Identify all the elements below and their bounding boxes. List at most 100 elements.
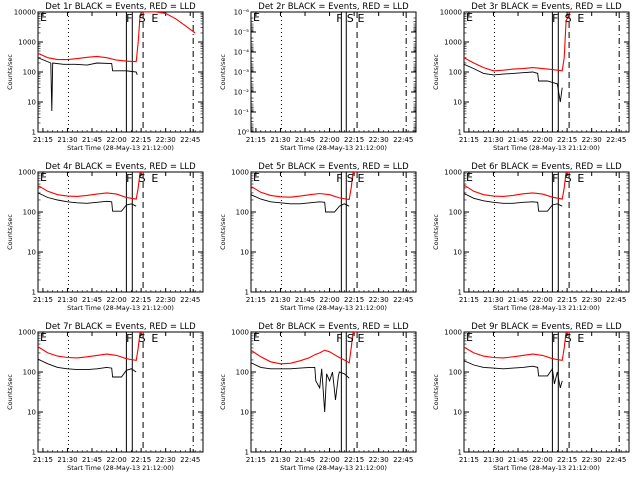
y-tick-label: 10⁻⁴ [234,49,250,57]
panel-title: Det 5r BLACK = Events, RED = LLD [258,162,409,172]
y-tick-label: 100 [449,69,462,77]
plot-frame [250,331,417,453]
flag-marker-e: E [577,332,584,345]
flag-marker-f: F [126,172,132,185]
y-tick-label: 1000 [444,169,462,177]
x-tick-label: 22:45 [180,136,200,144]
flag-marker-f: F [126,12,132,25]
y-tick-label: 1 [458,129,462,137]
x-tick-label: 22:00 [319,456,339,464]
y-tick-label: 10 [27,99,36,107]
x-axis-label: Start Time (28-May-13 21:12:00) [493,304,600,312]
x-tick-label: 22:00 [532,456,552,464]
y-tick-label: 1 [32,129,36,137]
y-tick-label: 10⁰ [237,129,249,137]
x-tick-label: 22:15 [131,136,151,144]
lld-series [38,12,196,63]
y-tick-label: 10 [453,409,462,417]
x-tick-label: 22:45 [393,136,413,144]
flag-marker-f: F [336,172,342,185]
x-tick-label: 21:45 [82,456,102,464]
flag-marker-f: F [336,12,342,25]
y-tick-label: 10⁻¹ [234,109,250,117]
x-axis-label: Start Time (28-May-13 21:12:00) [67,144,174,152]
panel-title: Det 9r BLACK = Events, RED = LLD [471,322,622,332]
y-axis-label: Counts/sec [6,214,14,250]
flag-marker-s: S [347,332,354,345]
x-tick-label: 22:45 [606,136,626,144]
plot-frame [37,11,204,133]
y-tick-label: 1000 [18,169,36,177]
y-axis-label: Counts/sec [6,374,14,410]
corner-marker: E [40,331,47,344]
events-series [38,358,137,378]
x-tick-label: 21:30 [270,136,290,144]
x-axis-label: Start Time (28-May-13 21:12:00) [67,464,174,472]
lld-series [464,172,571,200]
plot-frame [463,331,630,453]
x-tick-label: 21:45 [508,296,528,304]
x-tick-label: 22:30 [582,296,602,304]
y-tick-label: 1 [32,289,36,297]
x-tick-label: 21:15 [459,296,479,304]
x-axis-label: Start Time (28-May-13 21:12:00) [493,464,600,472]
y-tick-label: 100 [449,209,462,217]
x-tick-label: 22:45 [606,456,626,464]
x-tick-label: 22:15 [557,456,577,464]
x-tick-label: 22:00 [532,136,552,144]
x-tick-label: 21:30 [57,456,77,464]
corner-marker: E [253,171,260,184]
x-tick-label: 21:45 [508,136,528,144]
y-axis-label: Counts/sec [432,54,440,90]
x-axis-label: Start Time (28-May-13 21:12:00) [493,144,600,152]
panel-3: Det 3r BLACK = Events, RED = LLD 21:15 21:… [432,2,630,152]
x-tick-label: 21:15 [459,456,479,464]
flag-marker-s: S [565,172,572,185]
flag-marker-s: S [139,12,146,25]
y-tick-label: 1 [458,449,462,457]
events-series [251,194,350,213]
x-tick-label: 22:00 [106,456,126,464]
y-tick-label: 10000 [14,9,36,17]
x-tick-label: 21:45 [82,136,102,144]
y-tick-label: 1000 [444,39,462,47]
flag-marker-f: F [126,332,132,345]
flag-marker-f: F [552,12,558,25]
x-tick-label: 21:15 [246,456,266,464]
corner-marker: E [466,171,473,184]
corner-marker: E [253,11,260,24]
y-tick-label: 10⁻³ [234,69,250,77]
y-tick-label: 1000 [231,329,249,337]
x-tick-label: 22:30 [156,296,176,304]
y-tick-label: 100 [236,369,249,377]
y-tick-label: 10 [453,249,462,257]
plot-frame [37,171,204,293]
x-tick-label: 22:15 [131,456,151,464]
x-tick-label: 22:30 [369,296,389,304]
y-tick-label: 1 [458,289,462,297]
x-axis-label: Start Time (28-May-13 21:12:00) [280,464,387,472]
panel-1: Det 1r BLACK = Events, RED = LLD 21:15 21:… [6,2,204,152]
plot-frame [463,171,630,293]
flag-marker-f: F [336,332,342,345]
events-series [38,57,138,112]
x-tick-label: 22:00 [532,296,552,304]
y-tick-label: 1000 [18,329,36,337]
x-tick-label: 22:15 [344,456,364,464]
flag-marker-e: E [151,332,158,345]
events-series [464,63,563,103]
x-tick-label: 21:45 [295,136,315,144]
plot-frame [37,331,204,453]
corner-marker: E [466,331,473,344]
y-tick-label: 1 [245,449,249,457]
y-tick-label: 10⁻² [234,89,250,97]
x-tick-label: 21:30 [57,296,77,304]
corner-marker: E [253,331,260,344]
lld-series [251,332,358,365]
x-tick-label: 21:15 [459,136,479,144]
x-tick-label: 22:15 [344,296,364,304]
flag-marker-e: E [151,172,158,185]
y-tick-label: 1000 [18,39,36,47]
lld-series [38,332,145,362]
y-tick-label: 1000 [444,329,462,337]
